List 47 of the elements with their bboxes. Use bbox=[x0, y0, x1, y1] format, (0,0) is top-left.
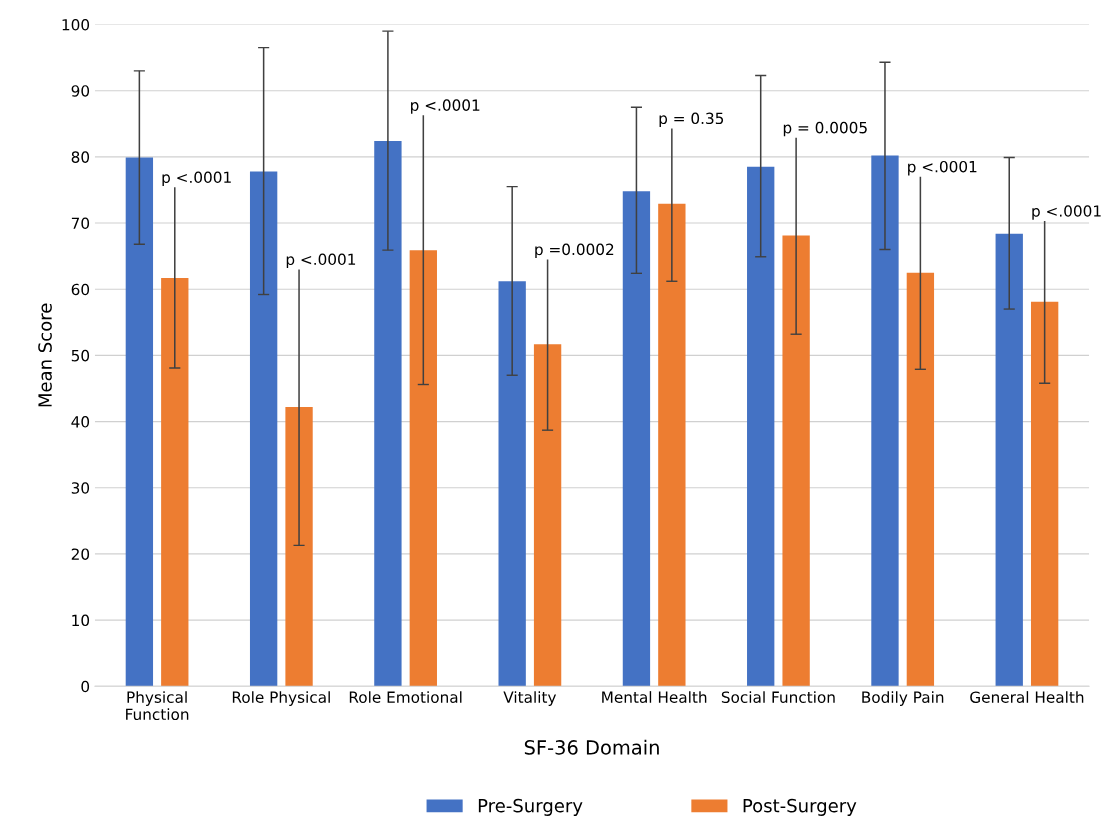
bar bbox=[782, 235, 810, 687]
x-tick-label: Vitality bbox=[503, 691, 557, 706]
y-tick-label: 100 bbox=[62, 18, 90, 31]
annotation: p <.0001 bbox=[411, 99, 480, 114]
bar bbox=[658, 203, 686, 687]
x-tick-label: Social Function bbox=[721, 691, 835, 703]
bar bbox=[747, 166, 775, 687]
bar bbox=[374, 140, 402, 687]
bar bbox=[161, 277, 189, 687]
bar bbox=[285, 407, 313, 687]
annotation: p = 0.0005 bbox=[783, 121, 867, 137]
annotation: p <.0001 bbox=[1032, 205, 1101, 220]
legend-label: Pre-Surgery bbox=[478, 798, 583, 816]
bar bbox=[622, 191, 651, 687]
y-tick-label: 70 bbox=[71, 217, 90, 230]
bar bbox=[995, 233, 1023, 687]
y-tick-label: 10 bbox=[72, 614, 90, 627]
y-tick-label: 30 bbox=[71, 482, 90, 494]
y-tick-label: 0 bbox=[81, 680, 90, 693]
y-tick-label: 50 bbox=[71, 349, 90, 362]
x-tick-label: Role Physical bbox=[232, 691, 330, 706]
y-tick-label: 20 bbox=[71, 548, 90, 560]
bar bbox=[125, 157, 154, 687]
bar bbox=[1030, 301, 1059, 687]
legend-label: Post-Surgery bbox=[743, 798, 857, 816]
annotation: p = 0.35 bbox=[659, 112, 724, 128]
annotation: p =0.0002 bbox=[535, 243, 614, 259]
bar bbox=[871, 155, 899, 687]
x-tick-label: Bodily Pain bbox=[862, 691, 944, 706]
x-tick-label: General Health bbox=[970, 691, 1084, 703]
x-tick-label: Role Emotional bbox=[349, 691, 462, 703]
x-axis-title: SF-36 Domain bbox=[524, 739, 659, 755]
bar bbox=[409, 250, 437, 687]
annotation: p <.0001 bbox=[908, 160, 977, 176]
y-tick-label: 90 bbox=[71, 85, 90, 97]
bar bbox=[249, 171, 278, 687]
bar bbox=[533, 344, 562, 687]
bar bbox=[906, 272, 935, 687]
annotation: p <.0001 bbox=[162, 171, 231, 186]
x-tick-label: Physical Function bbox=[126, 691, 189, 721]
y-tick-label: 40 bbox=[71, 416, 90, 428]
y-tick-label: 80 bbox=[71, 151, 90, 163]
bar bbox=[498, 281, 526, 687]
y-tick-label: 60 bbox=[71, 283, 90, 296]
y-axis-title: Mean Score bbox=[38, 303, 52, 407]
annotation: p <.0001 bbox=[286, 253, 356, 269]
x-tick-label: Mental Health bbox=[602, 691, 707, 703]
